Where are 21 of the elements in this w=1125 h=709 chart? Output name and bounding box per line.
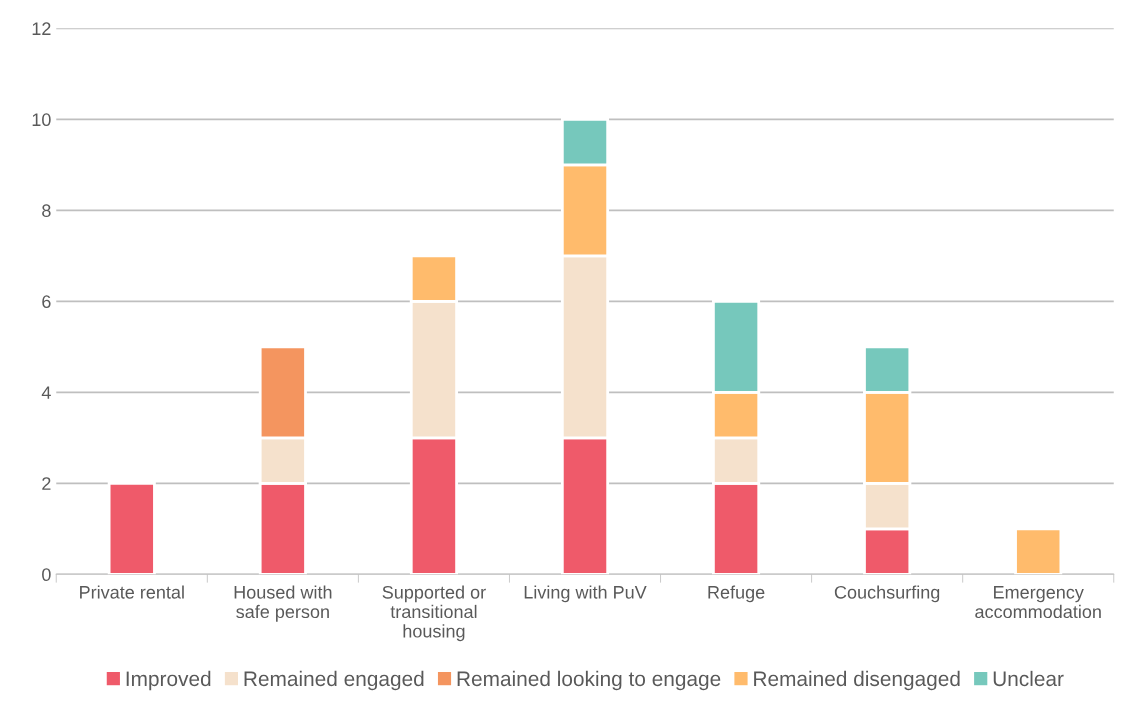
x-tick-label: Couchsurfing (834, 585, 940, 603)
legend-label: Unclear (993, 670, 1064, 687)
x-tick-label: Private rental (80, 585, 184, 599)
y-tick-label: 6 (42, 295, 51, 309)
x-tick-label: Housed with safe person (234, 585, 332, 622)
legend-label: Remained looking to engage (457, 670, 721, 691)
legend-label: Improved (126, 670, 211, 691)
y-tick-label: 12 (32, 22, 51, 35)
y-tick-label: 8 (42, 204, 51, 218)
y-tick-label: 4 (41, 386, 51, 399)
bar (1014, 527, 1063, 575)
x-tick-label: Emergency accommodation (975, 586, 1101, 619)
legend-label: Remained disengaged (754, 670, 960, 691)
x-tick-label: Supported or transitional housing (382, 585, 486, 642)
y-tick-label: 0 (42, 568, 51, 582)
legend-label: Remained engaged (244, 670, 424, 691)
x-tick-label: Living with PuV (524, 585, 647, 603)
x-tick-label: Refuge (708, 585, 765, 603)
y-tick-label: 10 (32, 113, 51, 127)
y-tick-label: 2 (42, 477, 51, 490)
bar (107, 481, 156, 575)
